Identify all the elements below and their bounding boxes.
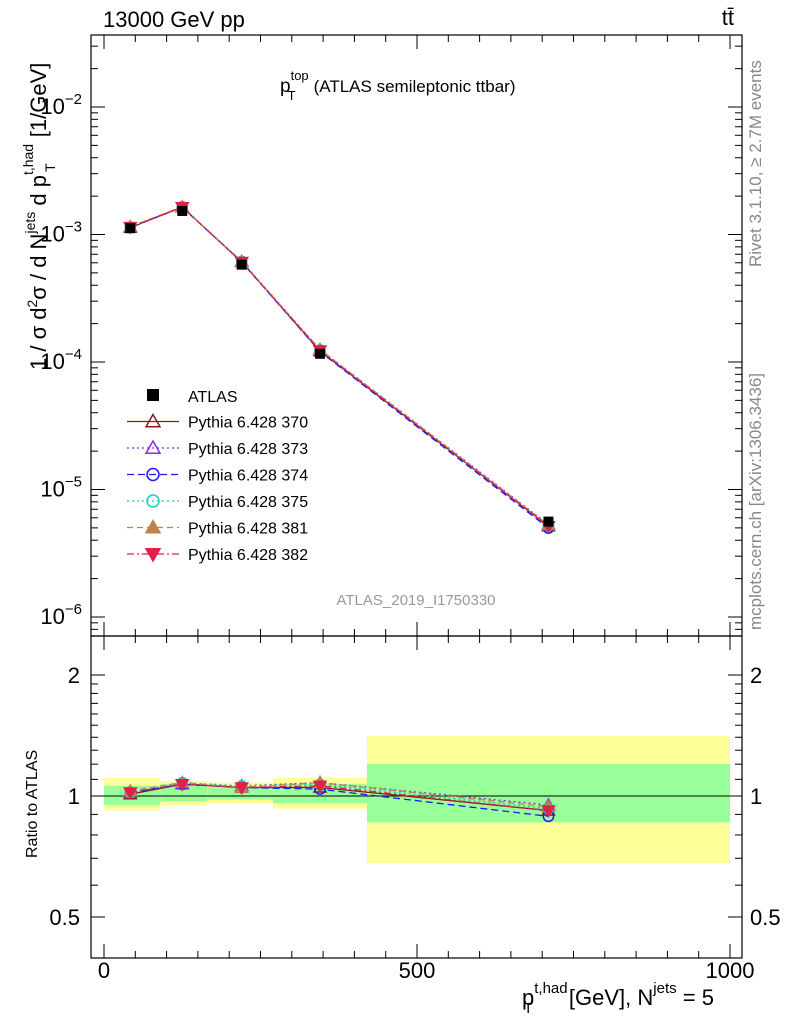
x-tick-label: 1000 (706, 958, 755, 983)
series-marker-ratio (122, 787, 138, 801)
legend-marker (146, 494, 160, 508)
chart-title: ptop T (ATLAS semileptonic ttbar) (280, 68, 515, 103)
main-y-axis-label: 1 / σ d2σ / d Njets d pt,had T [1/GeV] (20, 63, 58, 370)
series-marker-ratio (234, 782, 250, 795)
atlas-data-point (543, 516, 554, 527)
x-axis-label: pt,had T [GeV], Njets = 5 (522, 980, 714, 1017)
x-tick-label: 0 (98, 958, 110, 983)
legend-label: Pythia 6.428 370 (188, 415, 308, 432)
series-line-main (130, 205, 549, 526)
series-marker-ratio (541, 805, 556, 819)
ratio-y-tick-label-left: 2 (68, 663, 80, 688)
chart-text: ptop T (ATLAS semileptonic ttbar) ATLAS_201… (20, 63, 714, 1017)
series-marker-ratio (174, 778, 190, 792)
legend-marker (144, 439, 162, 454)
main-panel-frame (90, 34, 743, 637)
y-tick-label: 10−4 (40, 346, 82, 374)
legend-label: Pythia 6.428 382 (188, 547, 308, 564)
legend-label-atlas: ATLAS (188, 389, 238, 406)
legend-label: Pythia 6.428 373 (188, 441, 308, 458)
ratio-y-tick-label-right: 0.5 (750, 905, 781, 930)
ratio-y-tick-label-left: 0.5 (49, 905, 80, 930)
series-line-ratio (130, 783, 549, 812)
legend-label: Pythia 6.428 375 (188, 494, 308, 511)
ratio-y-tick-label-left: 1 (68, 784, 80, 809)
process-label: tt̄ (721, 5, 734, 30)
y-tick-label: 10−6 (40, 601, 82, 629)
series-marker-ratio (312, 780, 328, 794)
legend-marker (144, 412, 162, 428)
axes: 0 500 1000 10−6 10−5 10−4 10−3 10−2 0.5 0.5 1 1 2 2 (40, 35, 781, 983)
y-tick-label: 10−3 (40, 219, 82, 247)
ratio-y-tick-label-right: 1 (750, 784, 762, 809)
legend: ATLAS Pythia 6.428 370 Pythia 6.428 373 Pyt… (127, 389, 308, 564)
legend-marker-atlas (147, 389, 159, 401)
ratio-y-tick-label-right: 2 (750, 663, 762, 688)
uncertainty-bands (104, 736, 730, 864)
legend-marker (144, 548, 162, 563)
legend-marker (146, 467, 160, 482)
collision-energy-label: 13000 GeV pp (103, 7, 245, 32)
legend-marker (144, 518, 162, 534)
legend-label: Pythia 6.428 374 (188, 468, 308, 485)
analysis-watermark: ATLAS_2019_I1750330 (336, 592, 495, 609)
y-tick-label: 10−2 (40, 91, 82, 119)
uncertainty-band-inner (207, 787, 274, 800)
uncertainty-band-inner (160, 784, 208, 802)
atlas-data-point (314, 348, 325, 359)
legend-label: Pythia 6.428 381 (188, 521, 308, 538)
atlas-data-point (125, 223, 136, 234)
ratio-y-axis-label: Ratio to ATLAS (24, 750, 41, 858)
atlas-data-point (236, 259, 247, 270)
atlas-data-point (177, 205, 188, 216)
ratio-panel-markers (122, 775, 556, 823)
y-tick-label: 10−5 (40, 474, 82, 502)
x-tick-label: 500 (399, 958, 436, 983)
main-panel-markers (122, 199, 556, 534)
